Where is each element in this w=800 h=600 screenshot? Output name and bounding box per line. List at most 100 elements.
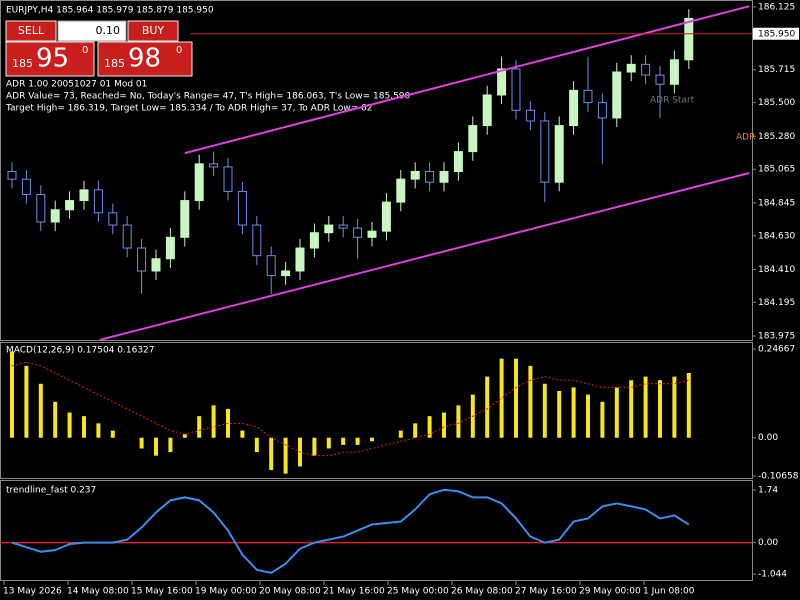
histogram-bar xyxy=(240,430,245,438)
annotation: ADR Start xyxy=(650,96,695,106)
current-price-box xyxy=(753,27,799,40)
y-tick-label: 184.845 xyxy=(758,198,795,208)
candle-body xyxy=(309,232,319,249)
channel-line xyxy=(184,5,750,155)
candle-body xyxy=(223,166,233,192)
histogram-bar xyxy=(629,380,634,438)
sell-button[interactable] xyxy=(5,20,57,42)
x-tick-label: 13 May 2026 xyxy=(3,587,62,597)
info-line: Target High= 186.319, Target Low= 185.33… xyxy=(5,104,372,114)
candle-body xyxy=(453,151,463,172)
histogram-bar xyxy=(211,405,216,438)
histogram-bar xyxy=(182,434,187,438)
histogram-bar xyxy=(53,401,58,438)
candle-body xyxy=(295,247,305,272)
sell-price-box[interactable] xyxy=(5,41,95,77)
buy-price-main: 98 xyxy=(128,44,161,74)
histogram-bar xyxy=(643,376,648,438)
candle-body xyxy=(684,17,694,61)
buy-price-box[interactable] xyxy=(97,41,193,77)
buy-button[interactable] xyxy=(127,20,179,42)
histogram-bar xyxy=(528,365,533,438)
x-tick-label: 19 May 00:00 xyxy=(195,587,257,597)
x-tick-label: 26 May 08:00 xyxy=(451,587,513,597)
candle-body xyxy=(425,170,435,183)
histogram-bar xyxy=(96,423,101,438)
y-tick-label: 0.24667 xyxy=(758,345,795,355)
candle-body xyxy=(122,224,132,249)
trade-panel: SELL 0.10 BUY 185 95 0 185 98 0 xyxy=(5,20,193,77)
y-tick-label: 186.125 xyxy=(758,2,795,12)
histogram-bar xyxy=(10,351,14,438)
histogram-bar xyxy=(24,365,29,438)
panel-borders xyxy=(0,0,753,581)
candle-body xyxy=(396,178,406,203)
candle-body xyxy=(180,200,190,238)
y-tick-label: 185.500 xyxy=(758,98,795,108)
lot-value[interactable]: 0.10 xyxy=(96,24,121,37)
y-tick-label: -1.044 xyxy=(758,570,787,580)
candle-body xyxy=(569,89,579,127)
candle-body xyxy=(468,125,478,153)
histogram-bar xyxy=(154,437,158,456)
histogram-bar xyxy=(485,376,490,438)
histogram-bar xyxy=(557,390,562,438)
y-tick-label: 0.00 xyxy=(758,433,778,443)
candle-body xyxy=(36,193,46,223)
sell-price-main: 95 xyxy=(36,44,69,74)
candle-body xyxy=(65,200,75,211)
histogram-bar xyxy=(82,416,86,438)
candle-body xyxy=(381,201,391,232)
histogram-bar xyxy=(370,437,374,442)
macd-panel xyxy=(0,342,753,479)
panel-title: trendline_fast 0.237 xyxy=(6,486,96,496)
candle-body xyxy=(194,163,204,202)
symbol-header: EURJPY,H4 185.964 185.979 185.879 185.95… xyxy=(6,6,214,16)
channel-line xyxy=(99,172,750,341)
x-tick-label: 25 May 00:00 xyxy=(387,587,449,597)
info-line: ADR 1.00 20051027 01 Mod 01 xyxy=(6,80,147,90)
x-tick-label: 21 May 16:00 xyxy=(323,587,385,597)
candle-body xyxy=(367,230,377,238)
histogram-bar xyxy=(686,373,691,438)
histogram-bar xyxy=(283,437,288,474)
candle-body xyxy=(497,68,507,96)
histogram-bar xyxy=(269,437,274,471)
histogram-bar xyxy=(413,423,418,438)
histogram-bar xyxy=(456,405,461,438)
y-tick-label: 0.00 xyxy=(758,538,778,548)
histogram-bar xyxy=(514,358,518,438)
x-tick-label: 15 May 16:00 xyxy=(131,587,193,597)
y-tick-label: 184.410 xyxy=(758,265,795,275)
histogram-bar xyxy=(542,383,547,438)
x-tick-label: 20 May 08:00 xyxy=(259,587,321,597)
candle-body xyxy=(641,63,651,76)
candle-body xyxy=(626,63,636,73)
x-tick-label: 1 Jun 08:00 xyxy=(643,587,695,597)
info-line: ADR Value= 73, Reached= No, Today's Rang… xyxy=(6,92,410,102)
histogram-bar xyxy=(67,412,72,438)
buy-label[interactable]: BUY xyxy=(142,24,165,37)
annotation: ADR xyxy=(736,133,755,143)
candle-body xyxy=(281,270,291,277)
histogram-bar xyxy=(110,430,115,438)
buy-price-small: 0 xyxy=(176,45,182,56)
current-price-label: 185.950 xyxy=(758,29,795,39)
histogram-bar xyxy=(312,437,317,456)
histogram-bar xyxy=(614,387,619,438)
trend-line xyxy=(11,488,690,574)
candle-body xyxy=(7,170,17,180)
x-tick-label: 27 May 16:00 xyxy=(515,587,577,597)
candle-body xyxy=(165,236,175,260)
candle-body xyxy=(79,189,89,202)
candle-body xyxy=(655,74,665,85)
histogram-bar xyxy=(600,401,605,438)
y-tick-label: 184.630 xyxy=(758,231,795,241)
candle-body xyxy=(540,120,550,183)
sell-label[interactable]: SELL xyxy=(18,24,45,37)
sell-price-small: 0 xyxy=(82,45,88,56)
histogram-bar xyxy=(254,437,259,453)
candle-body xyxy=(209,163,219,168)
histogram-bar xyxy=(38,383,43,438)
lot-input[interactable] xyxy=(57,20,127,42)
